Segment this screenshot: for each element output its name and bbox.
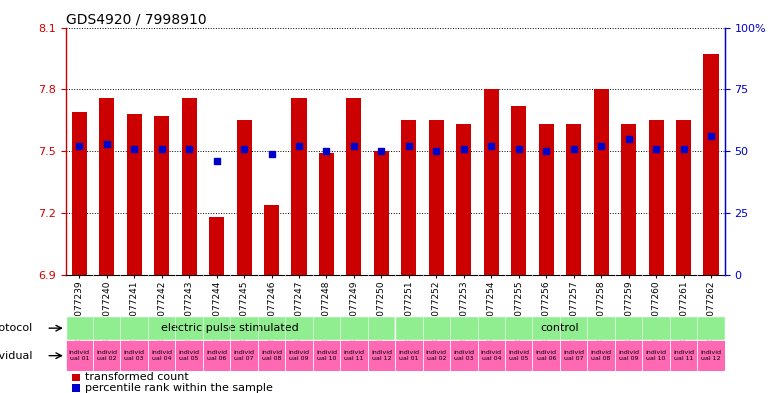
Text: individ
ual 03: individ ual 03 (123, 350, 145, 361)
Bar (231, 340, 258, 371)
Bar (648, 120, 664, 275)
Text: individ
ual 04: individ ual 04 (481, 350, 502, 361)
Text: individ
ual 02: individ ual 02 (426, 350, 447, 361)
Text: individ
ual 06: individ ual 06 (536, 350, 557, 361)
Bar (182, 97, 197, 275)
Text: individ
ual 08: individ ual 08 (261, 350, 282, 361)
Bar (594, 89, 608, 275)
Bar (72, 384, 80, 392)
Bar (368, 340, 396, 371)
Text: individ
ual 01: individ ual 01 (69, 350, 89, 361)
Bar (72, 112, 87, 275)
Bar (560, 340, 588, 371)
Text: individ
ual 12: individ ual 12 (371, 350, 392, 361)
Bar (402, 120, 416, 275)
Bar (66, 340, 93, 371)
Bar (99, 97, 114, 275)
Text: individ
ual 03: individ ual 03 (453, 350, 474, 361)
Text: individ
ual 09: individ ual 09 (618, 350, 639, 361)
Bar (120, 340, 148, 371)
Text: individ
ual 11: individ ual 11 (673, 350, 694, 361)
Bar (154, 116, 169, 275)
Bar (313, 340, 340, 371)
Bar (291, 97, 307, 275)
Bar (258, 340, 285, 371)
Text: individ
ual 02: individ ual 02 (96, 350, 117, 361)
Bar (346, 97, 362, 275)
Bar (511, 106, 527, 275)
Bar (676, 120, 691, 275)
Bar (340, 340, 368, 371)
Text: individ
ual 10: individ ual 10 (316, 350, 337, 361)
Bar (285, 340, 313, 371)
Bar (670, 340, 697, 371)
Bar (697, 340, 725, 371)
Text: transformed count: transformed count (86, 373, 189, 382)
Text: individ
ual 12: individ ual 12 (701, 350, 722, 361)
Text: control: control (540, 323, 579, 333)
Text: individual: individual (0, 351, 32, 361)
Bar (703, 54, 719, 275)
Bar (396, 340, 423, 371)
Text: individ
ual 07: individ ual 07 (234, 350, 254, 361)
Text: individ
ual 10: individ ual 10 (645, 350, 667, 361)
Bar (264, 205, 279, 275)
Bar (72, 373, 80, 381)
Bar (642, 340, 670, 371)
Bar (429, 120, 444, 275)
Bar (319, 153, 334, 275)
Bar (483, 89, 499, 275)
Bar (456, 125, 471, 275)
Bar (209, 217, 224, 275)
Text: individ
ual 06: individ ual 06 (206, 350, 227, 361)
Bar (533, 340, 560, 371)
Text: individ
ual 07: individ ual 07 (563, 350, 584, 361)
Text: individ
ual 01: individ ual 01 (399, 350, 419, 361)
Bar (66, 316, 396, 340)
Bar (148, 340, 176, 371)
Text: individ
ual 05: individ ual 05 (179, 350, 200, 361)
Bar (374, 151, 389, 275)
Text: individ
ual 05: individ ual 05 (508, 350, 529, 361)
Bar (566, 125, 581, 275)
Bar (539, 125, 554, 275)
Bar (176, 340, 203, 371)
Text: individ
ual 11: individ ual 11 (343, 350, 365, 361)
Bar (450, 340, 477, 371)
Text: electric pulse stimulated: electric pulse stimulated (161, 323, 299, 333)
Text: individ
ual 09: individ ual 09 (288, 350, 309, 361)
Text: GDS4920 / 7998910: GDS4920 / 7998910 (66, 12, 206, 26)
Bar (203, 340, 231, 371)
Bar (621, 125, 636, 275)
Bar (477, 340, 505, 371)
Text: percentile rank within the sample: percentile rank within the sample (86, 383, 273, 393)
Text: individ
ual 08: individ ual 08 (591, 350, 611, 361)
Bar (237, 120, 251, 275)
Text: protocol: protocol (0, 323, 32, 333)
Bar (615, 340, 642, 371)
Text: individ
ual 04: individ ual 04 (151, 350, 172, 361)
Bar (396, 316, 725, 340)
Bar (588, 340, 614, 371)
Bar (423, 340, 450, 371)
Bar (505, 340, 533, 371)
Bar (126, 114, 142, 275)
Bar (93, 340, 120, 371)
